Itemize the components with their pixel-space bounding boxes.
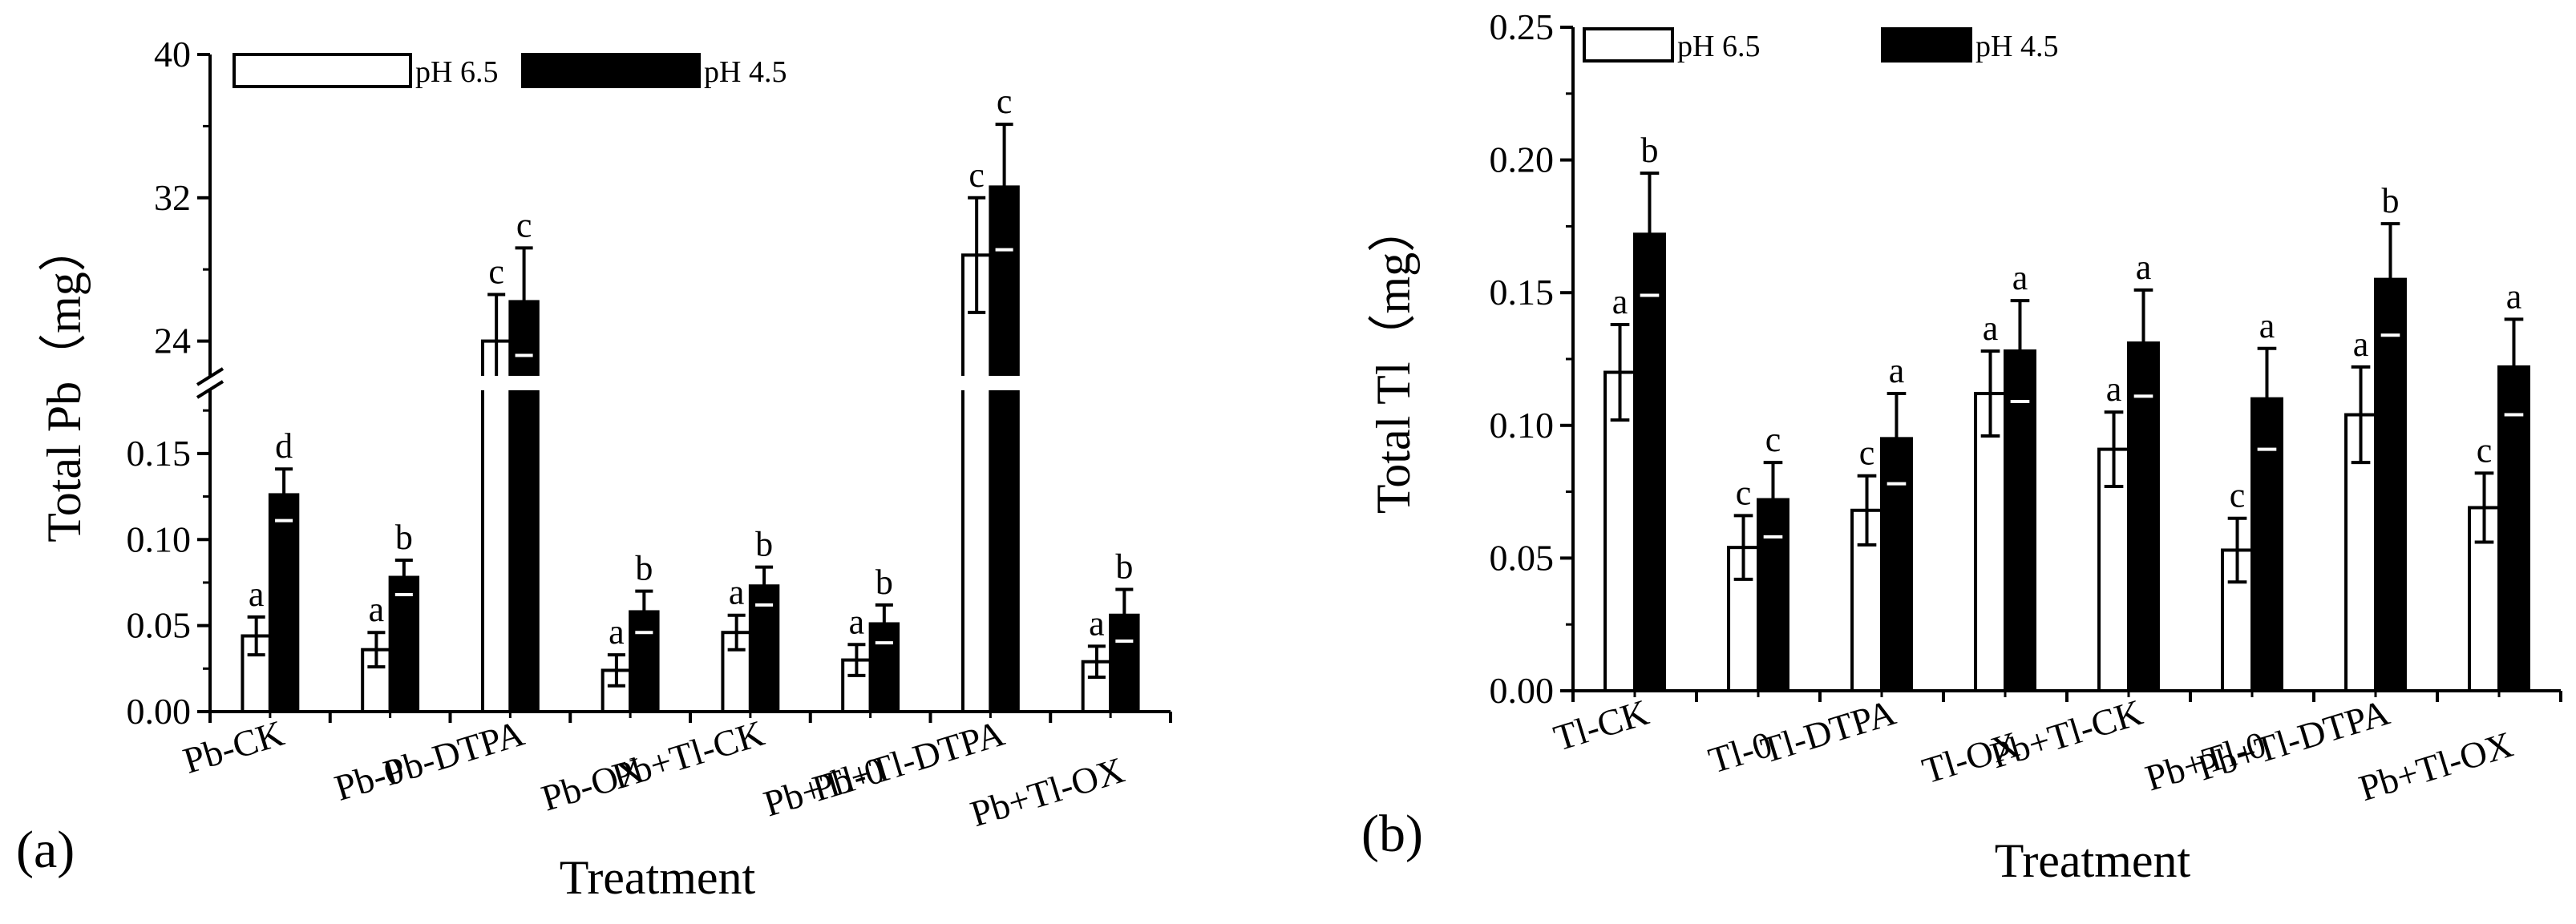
significance-label: b [2381, 181, 2399, 220]
significance-label: a [2259, 306, 2275, 345]
bar [388, 575, 420, 713]
category-label: Pb+Tl-OX [2354, 724, 2517, 809]
x-axis-title: Treatment [560, 851, 756, 904]
legend-swatch [1881, 27, 1972, 63]
y-tick-label: 0.10 [127, 518, 192, 559]
axis-break-mark [196, 380, 224, 399]
significance-label: c [1736, 473, 1752, 512]
significance-label: a [849, 602, 865, 641]
significance-label: a [2506, 276, 2522, 316]
significance-label: a [729, 573, 745, 612]
significance-label: c [488, 252, 504, 291]
bar [1974, 392, 2008, 692]
bar [960, 253, 993, 713]
panel-label: (b) [1361, 805, 1423, 863]
legend: pH 6.5 pH 4.5 [233, 53, 787, 89]
significance-label: c [997, 82, 1013, 121]
significance-label: a [1612, 282, 1628, 321]
significance-label: c [516, 205, 532, 244]
category-label: Tl-CK [1549, 692, 1653, 759]
bar [2374, 277, 2407, 692]
bar [1633, 232, 1666, 692]
significance-label: a [1889, 351, 1905, 390]
y-tick-label: 0.25 [1490, 6, 1555, 47]
significance-label: b [395, 518, 413, 557]
y-tick-label: 0.00 [1490, 670, 1555, 711]
bar [268, 493, 300, 713]
legend-swatch [233, 53, 412, 88]
significance-label: a [2353, 325, 2369, 364]
y-axis-title: Total Pb（mg） [38, 224, 91, 542]
legend-label: pH 6.5 [415, 55, 498, 89]
significance-label: b [755, 525, 773, 564]
bar [989, 185, 1020, 713]
category-label: Pb+Tl-CK [1986, 692, 2147, 777]
significance-label: a [1089, 603, 1105, 643]
bar [508, 300, 540, 713]
y-tick-label: 0.15 [127, 433, 192, 474]
significance-label: c [969, 155, 985, 195]
bar [2127, 341, 2160, 692]
significance-label: b [1115, 547, 1133, 587]
y-tick-label: 0.00 [127, 691, 192, 732]
significance-label: a [369, 590, 385, 629]
significance-label: c [2477, 430, 2493, 470]
significance-label: a [249, 575, 265, 614]
bar [2497, 365, 2530, 692]
significance-label: a [1983, 309, 1999, 348]
axis-break-gap [186, 376, 1179, 390]
y-tick-label: 0.05 [1490, 537, 1555, 578]
significance-label: b [1640, 131, 1658, 170]
significance-label: d [275, 426, 293, 466]
y-tick-label: 40 [154, 34, 191, 75]
significance-label: c [2230, 476, 2246, 515]
panel-a-chart: a a c a a a c a d b c b b b c b 0.00 0.05 0.10 0.15 24 32 40 Pb… [16, 34, 1179, 904]
legend-label: pH 4.5 [1975, 30, 2058, 63]
legend: pH 6.5 pH 4.5 [1583, 27, 2058, 63]
x-axis-title: Treatment [1995, 834, 2191, 887]
category-label: Pb-CK [179, 712, 289, 781]
category-label: Pb+Tl-CK [608, 712, 769, 797]
significance-label: a [2106, 369, 2122, 409]
significance-label: a [2136, 248, 2152, 287]
y-tick-label: 0.05 [127, 605, 192, 646]
axis-break-mark [196, 367, 224, 386]
category-label: Pb-DTPA [378, 712, 528, 793]
category-label: Pb+Tl-OX [966, 749, 1129, 834]
y-tick-label: 32 [154, 177, 191, 218]
significance-label: c [1765, 420, 1781, 459]
category-label: Tl-DTPA [1756, 692, 1900, 771]
significance-label: b [635, 549, 653, 588]
y-tick-label: 0.15 [1490, 272, 1555, 313]
legend-label: pH 4.5 [704, 55, 787, 89]
bar [480, 339, 512, 713]
legend-swatch [521, 53, 701, 88]
y-tick-label: 0.20 [1490, 139, 1555, 180]
y-axis-title: Total Tl（mg） [1367, 204, 1420, 514]
legend-swatch [1583, 27, 1674, 63]
legend-label: pH 6.5 [1677, 30, 1760, 63]
panel-label: (a) [16, 821, 75, 879]
y-tick-label: 24 [154, 321, 191, 361]
significance-label: a [609, 612, 625, 652]
significance-label: b [876, 563, 893, 602]
y-tick-label: 0.10 [1490, 405, 1555, 446]
significance-label: c [1859, 434, 1875, 473]
significance-label: a [2012, 258, 2028, 297]
